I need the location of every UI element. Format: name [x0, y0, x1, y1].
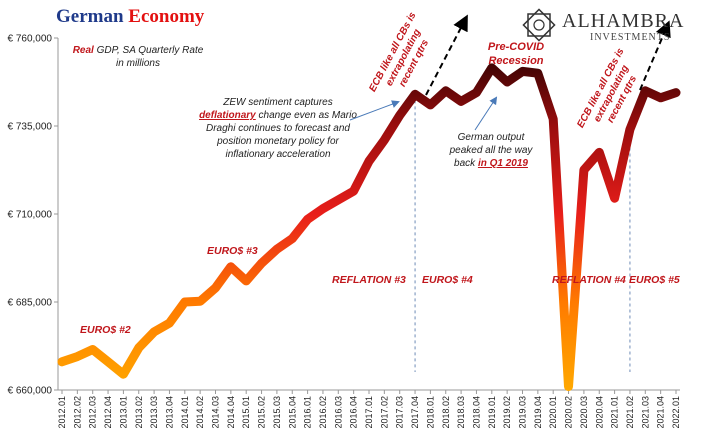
x-tick-label: 2016.01 — [303, 396, 313, 429]
segment-euro4: EURO$ #4 — [422, 274, 473, 286]
x-tick-label: 2019.01 — [487, 396, 497, 429]
segment-reflation4: REFLATION #4 — [552, 274, 626, 286]
x-tick-label: 2016.02 — [318, 396, 328, 429]
x-tick-label: 2013.04 — [164, 396, 174, 429]
q1-2019-pointer — [474, 96, 498, 131]
x-tick-label: 2021.01 — [610, 396, 620, 429]
alhambra-logo: ALHAMBRA INVESTMENTS — [520, 8, 700, 48]
x-tick-label: 2014.03 — [211, 396, 221, 429]
x-tick-label: 2013.02 — [134, 396, 144, 429]
x-tick-label: 2021.04 — [656, 396, 666, 429]
x-tick-label: 2020.01 — [548, 396, 558, 429]
x-tick-label: 2015.02 — [257, 396, 267, 429]
x-tick-label: 2019.03 — [518, 396, 528, 429]
alhambra-emblem-icon — [522, 8, 556, 42]
segment-euro2: EURO$ #2 — [80, 324, 131, 336]
y-tick-label: € 735,000 — [8, 122, 53, 133]
logo-sub: INVESTMENTS — [590, 32, 671, 43]
x-tick-label: 2012.04 — [103, 396, 113, 429]
x-tick-label: 2013.03 — [149, 396, 159, 429]
x-tick-label: 2017.03 — [395, 396, 405, 429]
x-tick-label: 2012.03 — [88, 396, 98, 429]
x-tick-label: 2015.04 — [287, 396, 297, 429]
forecast-arrow-1 — [425, 14, 468, 96]
x-tick-label: 2018.03 — [456, 396, 466, 429]
x-tick-label: 2014.02 — [195, 396, 205, 429]
y-tick-label: € 660,000 — [8, 386, 53, 397]
x-tick-label: 2014.01 — [180, 396, 190, 429]
x-tick-label: 2020.03 — [579, 396, 589, 429]
segment-euro5: EURO$ #5 — [629, 274, 680, 286]
x-tick-label: 2020.04 — [594, 396, 604, 429]
x-tick-label: 2017.02 — [379, 396, 389, 429]
segment-euro3: EURO$ #3 — [207, 245, 258, 257]
zew-annotation: ZEW sentiment captures deflationary chan… — [199, 97, 357, 160]
x-tick-label: 2019.04 — [533, 396, 543, 429]
zew-pointer — [349, 100, 400, 121]
x-tick-label: 2012.02 — [72, 396, 82, 429]
y-tick-label: € 760,000 — [8, 34, 53, 45]
x-tick-label: 2014.04 — [226, 396, 236, 429]
logo-name: ALHAMBRA — [562, 10, 685, 32]
precovid-annotation: Pre-COVID Recession — [487, 41, 545, 67]
chart-subtitle: Real GDP, SA Quarterly Rate in millions — [72, 45, 204, 69]
german-output-annotation: German output peaked all the way back in… — [449, 132, 533, 169]
forecast-arrow-2 — [639, 20, 671, 91]
x-tick-label: 2020.02 — [564, 396, 574, 429]
x-tick-label: 2016.03 — [333, 396, 343, 429]
x-tick-label: 2015.03 — [272, 396, 282, 429]
x-tick-label: 2018.02 — [441, 396, 451, 429]
x-tick-label: 2018.04 — [471, 396, 481, 429]
x-tick-label: 2021.03 — [640, 396, 650, 429]
x-tick-label: 2018.01 — [425, 396, 435, 429]
x-tick-label: 2012.01 — [57, 396, 67, 429]
x-tick-label: 2021.02 — [625, 396, 635, 429]
y-tick-label: € 685,000 — [8, 298, 53, 309]
x-tick-label: 2015.01 — [241, 396, 251, 429]
gdp-series-line — [57, 63, 681, 391]
chart-title: German Economy — [56, 6, 205, 27]
x-tick-label: 2017.04 — [410, 396, 420, 429]
x-tick-label: 2013.01 — [118, 396, 128, 429]
y-tick-label: € 710,000 — [8, 210, 53, 221]
x-tick-label: 2017.01 — [364, 396, 374, 429]
x-tick-label: 2016.04 — [349, 396, 359, 429]
x-tick-label: 2019.02 — [502, 396, 512, 429]
x-tick-label: 2022.01 — [671, 396, 681, 429]
segment-reflation3: REFLATION #3 — [332, 274, 406, 286]
